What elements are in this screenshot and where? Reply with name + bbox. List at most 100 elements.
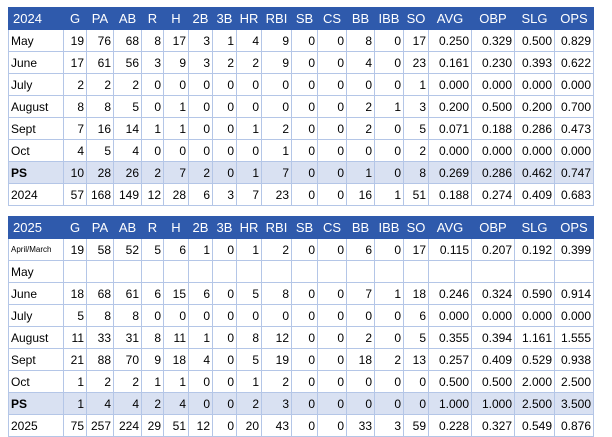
cell-bb: 1: [346, 161, 375, 184]
cell-obp: 0.324: [471, 282, 515, 305]
cell-so: 3: [403, 95, 429, 118]
cell-h: 17: [163, 29, 189, 52]
cell-rbi: 9: [261, 51, 292, 74]
cell-2b: 0: [188, 392, 213, 415]
cell-ab: 2: [113, 73, 142, 96]
cell-cs: [317, 260, 347, 283]
cell-rbi: [261, 260, 292, 283]
column-header-obp: OBP: [471, 216, 515, 239]
cell-ops: 0.700: [554, 95, 594, 118]
column-header-cs: CS: [317, 216, 347, 239]
cell-3b: 0: [212, 238, 237, 261]
cell-so: 51: [403, 183, 429, 206]
cell-slg: 0.000: [514, 73, 555, 96]
cell-3b: 2: [212, 51, 237, 74]
cell-so: 59: [403, 414, 429, 437]
cell-avg: 0.115: [428, 238, 472, 261]
cell-rbi: 3: [261, 392, 292, 415]
stats-table-2025: 2025 G PA AB R H 2B 3B HR RBI SB CS BB IBB SO AVG OBP SLG…: [8, 216, 594, 437]
cell-r: 0: [141, 95, 164, 118]
cell-sb: [291, 260, 318, 283]
table-row: July 2 2 2 0 0 0 0 0 0 0 0 0 0 1 0.000 0.000 0.000 0.000: [8, 73, 594, 96]
column-header-ibb: IBB: [374, 216, 404, 239]
cell-obp: 0.230: [471, 51, 515, 74]
cell-avg: 0.269: [428, 161, 472, 184]
column-header-g: G: [63, 7, 87, 30]
cell-ops: [554, 260, 594, 283]
cell-ab: 70: [113, 348, 142, 371]
cell-ibb: 0: [374, 51, 404, 74]
cell-3b: 3: [212, 183, 237, 206]
cell-sb: 0: [291, 73, 318, 96]
cell-rbi: 2: [261, 370, 292, 393]
cell-bb: 2: [346, 326, 375, 349]
cell-hr: 20: [236, 414, 262, 437]
cell-rbi: 23: [261, 183, 292, 206]
cell-hr: 2: [236, 51, 262, 74]
cell-2b: 12: [188, 414, 213, 437]
cell-pa: 88: [86, 348, 114, 371]
cell-g: 18: [63, 282, 87, 305]
table-row: PS 10 28 26 2 7 2 0 1 7 0 0 1 0 8 0.269 0.286 0.462 0.747: [8, 161, 594, 184]
cell-avg: 0.000: [428, 73, 472, 96]
cell-bb: 2: [346, 117, 375, 140]
cell-2b: [188, 260, 213, 283]
cell-r: 9: [141, 348, 164, 371]
cell-rbi: 12: [261, 326, 292, 349]
cell-ibb: 1: [374, 183, 404, 206]
cell-ops: 0.000: [554, 139, 594, 162]
column-header-3b: 3B: [212, 216, 237, 239]
cell-ops: 0.622: [554, 51, 594, 74]
row-label: June: [8, 51, 64, 74]
column-header-2b: 2B: [188, 7, 213, 30]
cell-sb: 0: [291, 29, 318, 52]
column-header-ops: OPS: [554, 216, 594, 239]
cell-sb: 0: [291, 348, 318, 371]
cell-avg: 0.228: [428, 414, 472, 437]
cell-pa: 28: [86, 161, 114, 184]
cell-obp: 0.000: [471, 139, 515, 162]
column-header-rbi: RBI: [261, 216, 292, 239]
cell-g: 19: [63, 238, 87, 261]
cell-pa: 8: [86, 95, 114, 118]
column-header-avg: AVG: [428, 216, 472, 239]
cell-h: 51: [163, 414, 189, 437]
cell-slg: 0.549: [514, 414, 555, 437]
table-row: Sept 7 16 14 1 1 0 0 1 2 0 0 2 0 5 0.071 0.188 0.286 0.473: [8, 117, 594, 140]
cell-2b: 6: [188, 282, 213, 305]
column-header-cs: CS: [317, 7, 347, 30]
column-header-avg: AVG: [428, 7, 472, 30]
cell-ops: 0.829: [554, 29, 594, 52]
cell-3b: 1: [212, 29, 237, 52]
cell-avg: 0.250: [428, 29, 472, 52]
cell-h: 6: [163, 238, 189, 261]
table-row: April/March 19 58 52 5 6 1 0 1 2 0 0 6 0 17 0.115 0.207 0…: [8, 238, 594, 261]
cell-ops: 0.914: [554, 282, 594, 305]
cell-g: 21: [63, 348, 87, 371]
cell-hr: 1: [236, 370, 262, 393]
cell-so: 1: [403, 73, 429, 96]
cell-so: 2: [403, 139, 429, 162]
cell-pa: 257: [86, 414, 114, 437]
cell-hr: 0: [236, 139, 262, 162]
cell-so: [403, 260, 429, 283]
cell-slg: 0.590: [514, 282, 555, 305]
cell-ibb: 2: [374, 348, 404, 371]
cell-obp: 0.409: [471, 348, 515, 371]
cell-pa: 2: [86, 73, 114, 96]
column-header-g: G: [63, 216, 87, 239]
cell-h: 4: [163, 392, 189, 415]
cell-pa: 5: [86, 139, 114, 162]
column-header-bb: BB: [346, 7, 375, 30]
cell-obp: 1.000: [471, 392, 515, 415]
cell-rbi: 0: [261, 304, 292, 327]
cell-ops: 2.500: [554, 370, 594, 393]
cell-h: 0: [163, 304, 189, 327]
cell-obp: 0.000: [471, 304, 515, 327]
cell-g: [63, 260, 87, 283]
row-label: June: [8, 282, 64, 305]
cell-3b: 0: [212, 304, 237, 327]
table-row: June 17 61 56 3 9 3 2 2 9 0 0 4 0 23 0.161 0.230 0.393 0.6…: [8, 51, 594, 74]
row-label: Sept: [8, 117, 64, 140]
table-row: Oct 4 5 4 0 0 0 0 0 1 0 0 0 0 2 0.000 0.000 0.000 0.000: [8, 139, 594, 162]
